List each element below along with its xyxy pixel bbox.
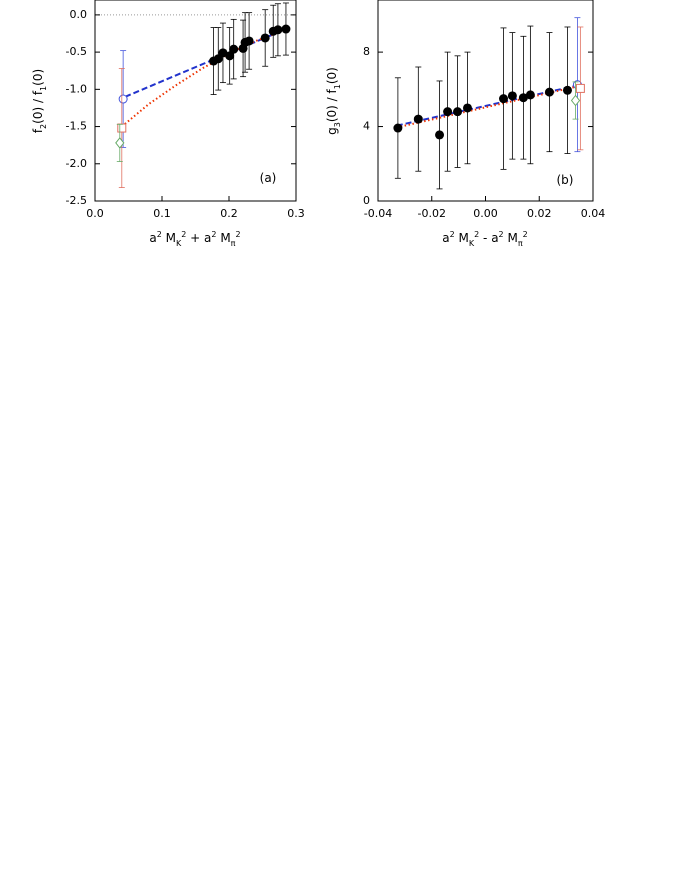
y-axis-label: g3(0) / f1(0) (325, 67, 342, 135)
label-part: f (31, 128, 45, 133)
data-point (562, 85, 572, 95)
x-tick-label: 0.1 (153, 207, 171, 220)
data-point (443, 107, 453, 117)
label-part: 1 (39, 86, 48, 91)
label-part: 1 (333, 84, 342, 89)
data-point (413, 114, 423, 124)
label-part: 2 (181, 230, 186, 239)
chart-panel: -2.5-2.0-1.5-1.0-0.50.00.0 0.1 0.2 0.3(a)a2… (31, 0, 305, 248)
x-tick-label: -0.02 (418, 207, 446, 220)
label-part: + a (186, 231, 211, 245)
data-point (115, 137, 125, 149)
data-point (575, 83, 585, 93)
x-tick-label: 0.00 (473, 207, 498, 220)
label-part: M (504, 231, 518, 245)
label-part: K (469, 239, 475, 248)
label-part: M (162, 231, 176, 245)
x-tick-label: 0.0 (86, 207, 104, 220)
label-part: (0) (31, 69, 45, 86)
data-point (118, 94, 128, 104)
label-part: - a (479, 231, 498, 245)
data-point (435, 130, 445, 140)
y-tick-label: 4 (363, 120, 370, 133)
label-part: M (217, 231, 231, 245)
plot-frame (94, 0, 297, 202)
x-tick-label: 0.04 (581, 207, 606, 220)
data-point (273, 25, 283, 35)
y-tick-label: -0.5 (66, 45, 87, 58)
panel-label: (b) (557, 173, 574, 187)
y-tick-label: 0.0 (70, 8, 88, 21)
label-part: π (231, 239, 236, 248)
data-point (244, 36, 254, 46)
label-part: M (455, 231, 469, 245)
y-tick-label: 0 (363, 194, 370, 207)
fit-line (396, 85, 578, 129)
data-point (570, 94, 581, 107)
label-part: (0) (325, 67, 339, 84)
y-tick-label: 8 (363, 45, 370, 58)
data-point (281, 24, 291, 34)
chart-panel: 0 4 8 -0.04 -0.02 0.00 0.02 0.04 (b) a2 MK2 - a2 … (325, 0, 605, 248)
label-part: (0) / f (325, 88, 339, 122)
label-part: 2 (474, 230, 479, 239)
y-tick-label: -2.0 (66, 157, 87, 170)
label-part: (0) / f (31, 90, 45, 124)
data-point (117, 123, 127, 133)
label-part: a (149, 231, 156, 245)
data-point (229, 44, 239, 54)
y-tick-label: -1.5 (66, 120, 87, 133)
data-point (462, 103, 472, 113)
label-part: π (518, 239, 523, 248)
label-part: a (442, 231, 449, 245)
label-part: 3 (333, 122, 342, 127)
label-part: 2 (39, 124, 48, 129)
x-tick-label: 0.02 (527, 207, 552, 220)
label-part: g (325, 127, 339, 135)
y-tick-label: -1.0 (66, 82, 87, 95)
data-point (393, 123, 403, 133)
label-part: 2 (523, 230, 528, 239)
label-part: 2 (157, 230, 162, 239)
fit-line (124, 28, 287, 98)
data-point (218, 48, 228, 58)
label-part: 2 (499, 230, 504, 239)
panel-label: (a) (260, 171, 277, 185)
data-point (499, 94, 509, 104)
x-tick-label: 0.2 (220, 207, 238, 220)
data-point (518, 93, 528, 103)
y-axis-label: f2(0) / f1(0) (31, 69, 48, 133)
y-tick-label: -2.5 (66, 194, 87, 207)
label-part: 2 (236, 230, 241, 239)
data-point (225, 51, 235, 61)
fit-line (121, 28, 287, 128)
x-tick-label: -0.04 (364, 207, 392, 220)
label-part: K (176, 239, 182, 248)
x-axis-label: a2 MK2 - a2 Mπ2 (442, 230, 527, 248)
x-axis-label: a2 MK2 + a2 Mπ2 (149, 230, 240, 248)
data-point (260, 33, 270, 43)
label-part: 2 (450, 230, 455, 239)
x-tick-label: 0.3 (287, 207, 305, 220)
data-point (525, 90, 535, 100)
data-point (544, 87, 554, 97)
plot-frame (377, 0, 594, 202)
data-point (507, 91, 517, 101)
label-part: 2 (211, 230, 216, 239)
data-point (453, 107, 463, 117)
